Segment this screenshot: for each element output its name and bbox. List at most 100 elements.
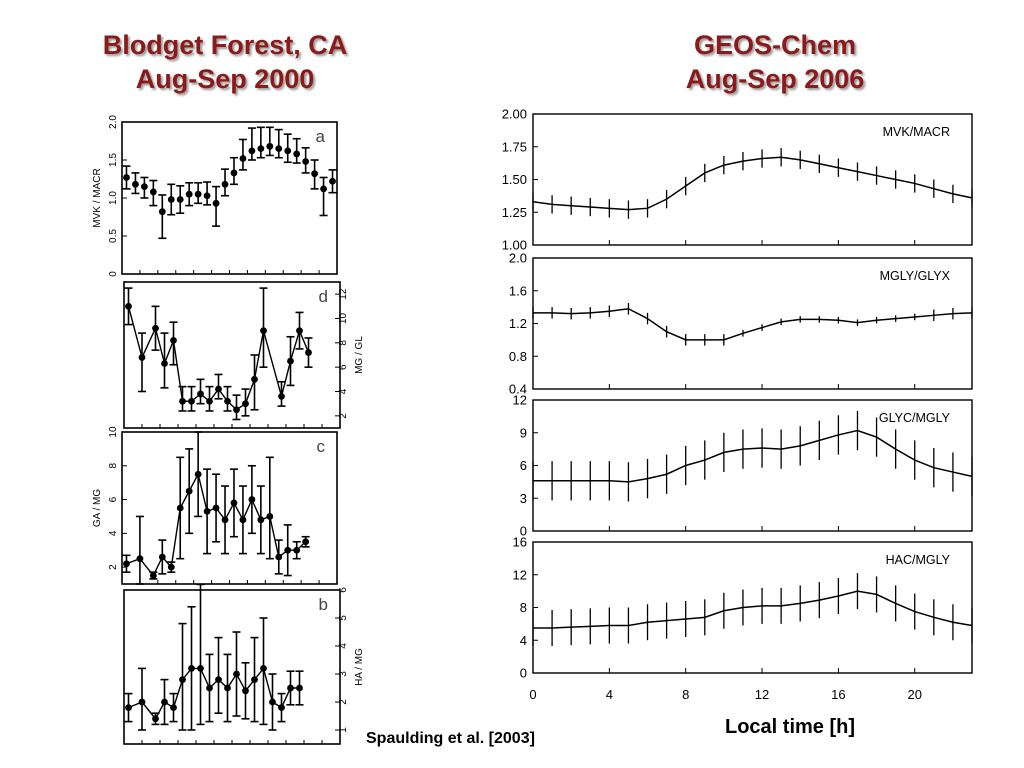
y-tick-label: 2 <box>108 564 119 570</box>
model-panel-1: 0.4 0.8 1.2 1.6 2.0 MGLY/GLYX <box>509 251 973 397</box>
x-tick-label: 8 <box>682 687 689 702</box>
data-point <box>152 715 159 723</box>
model-panel-3: 0 4 8 12 16 0 4 8 12 16 20 HAC/MGLY <box>513 535 973 702</box>
y-tick-label: 6 <box>520 458 527 473</box>
series-label: HAC/MGLY <box>886 553 951 567</box>
data-point <box>233 406 240 414</box>
x-tick-label: 4 <box>606 687 613 702</box>
data-point <box>185 487 193 495</box>
y-tick-label: 0.5 <box>108 229 119 243</box>
model-panel-2: 0 3 6 9 12 GLYC/MGLY <box>513 393 973 539</box>
data-point <box>248 147 256 155</box>
x-tick-label: 16 <box>831 687 845 702</box>
y-tick-label: 0 <box>520 524 527 539</box>
data-point <box>305 349 312 356</box>
data-point <box>194 190 202 198</box>
y-tick-label: 8 <box>338 340 349 346</box>
y-tick-label: 1.0 <box>108 191 119 205</box>
obs-panel-d: 2 4 6 8 10 12 MG / GL d <box>123 281 365 429</box>
y-tick-label: 1.5 <box>108 153 119 167</box>
data-point <box>302 538 310 546</box>
data-point <box>203 192 211 200</box>
data-point <box>239 155 247 162</box>
data-point <box>311 170 319 178</box>
data-point <box>275 553 283 561</box>
data-point <box>170 337 177 344</box>
data-point <box>212 199 220 207</box>
data-point <box>278 392 285 400</box>
y-tick-label: 0 <box>520 666 527 681</box>
y-tick-label: 12 <box>513 393 527 408</box>
data-point <box>176 196 184 203</box>
data-point <box>194 470 202 478</box>
data-point <box>152 324 159 332</box>
data-point <box>284 147 292 155</box>
model-series-line <box>533 590 973 629</box>
data-point <box>179 397 186 405</box>
data-point <box>125 302 132 310</box>
data-point <box>287 684 294 692</box>
data-point <box>197 390 204 398</box>
data-point <box>242 687 249 695</box>
x-tick-label: 0 <box>529 687 536 702</box>
data-point <box>179 676 186 683</box>
left-title-line2: Aug-Sep 2000 <box>135 64 315 94</box>
x-tick-label: 20 <box>908 687 922 702</box>
data-point <box>125 704 132 711</box>
panel-letter: d <box>319 287 328 306</box>
data-point <box>161 360 168 367</box>
series-label: MGLY/GLYX <box>880 269 951 283</box>
y-tick-label: 2.0 <box>509 251 527 266</box>
y-tick-label: 6 <box>338 364 349 370</box>
data-point <box>260 327 267 335</box>
left-title-line1: Blodget Forest, CA <box>102 30 348 60</box>
obs-panel-frame <box>121 431 338 585</box>
data-point <box>266 513 274 520</box>
right-title-line2: Aug-Sep 2006 <box>685 64 865 94</box>
y-tick-label: 1.00 <box>502 238 527 253</box>
data-point <box>224 397 231 405</box>
left-title: Blodget Forest, CA Aug-Sep 2000 <box>60 28 390 96</box>
y-tick-label: 8 <box>520 600 527 615</box>
y-tick-label: 3 <box>338 671 349 677</box>
data-point <box>296 327 303 335</box>
data-point <box>233 670 240 678</box>
obs-panel-a: 0 0.5 1.0 1.5 2.0 MVK / MACR a <box>92 115 338 277</box>
data-point <box>203 507 211 515</box>
data-point <box>167 196 175 203</box>
data-point <box>206 397 213 405</box>
data-point <box>176 504 184 512</box>
data-point <box>212 504 220 512</box>
data-point <box>257 145 265 153</box>
data-point <box>185 190 193 198</box>
series-label: GLYC/MGLY <box>879 411 951 425</box>
y-axis-label: MVK / MACR <box>92 168 103 227</box>
y-tick-label: 1.25 <box>502 205 527 220</box>
y-tick-label: 6 <box>338 587 349 593</box>
obs-panel-b: 1 2 3 4 5 6 HA / MG b <box>123 583 365 745</box>
y-tick-label: 4 <box>108 530 119 536</box>
data-point <box>215 385 222 393</box>
data-point <box>138 698 146 706</box>
right-title-line1: GEOS-Chem <box>693 30 857 60</box>
y-tick-label: 12 <box>338 288 349 300</box>
y-tick-label: 1 <box>338 727 349 733</box>
y-tick-label: 12 <box>513 567 527 582</box>
data-point <box>242 400 249 408</box>
panel-letter: c <box>317 437 326 456</box>
y-tick-label: 1.75 <box>502 139 527 154</box>
data-point <box>230 499 238 507</box>
data-point <box>161 698 168 706</box>
x-axis-label: Local time [h] <box>724 716 855 738</box>
obs-panel-c: 2 4 6 8 10 GA / MG c <box>92 426 338 585</box>
data-point <box>132 180 139 188</box>
y-tick-label: 0.8 <box>509 349 527 364</box>
data-point <box>257 516 265 524</box>
y-axis-label: GA / MG <box>92 489 103 528</box>
data-point <box>197 665 204 672</box>
data-point <box>293 546 301 554</box>
model-panel-0: 1.00 1.25 1.50 1.75 2.00 MVK/MACR <box>502 107 973 253</box>
data-point <box>123 560 130 568</box>
y-tick-label: 4 <box>338 388 349 394</box>
y-axis-label: MG / GL <box>354 336 365 374</box>
